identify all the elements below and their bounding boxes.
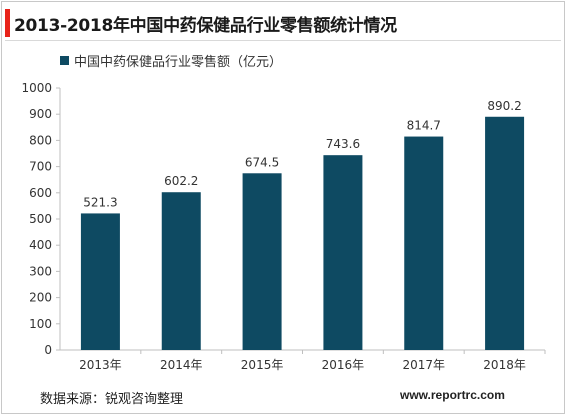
bar-value-label: 674.5 [245, 155, 279, 169]
source-note: 数据来源：锐观咨询整理 [40, 392, 184, 407]
y-tick-label: 1000 [21, 81, 52, 95]
y-tick-label: 0 [44, 343, 52, 357]
chart-title: 2013-2018年中国中药保健品行业零售额统计情况 [14, 16, 397, 36]
legend-label: 中国中药保健品行业零售额（亿元） [74, 55, 283, 70]
title-divider [5, 40, 561, 41]
x-tick-label: 2016年 [322, 358, 365, 372]
x-tick-label: 2017年 [402, 358, 445, 372]
title-accent-bar [5, 9, 10, 37]
bar [404, 136, 444, 350]
bar-value-label: 814.7 [407, 119, 441, 133]
bar-value-label: 743.6 [326, 137, 360, 151]
x-tick-label: 2015年 [241, 358, 284, 372]
y-tick-label: 600 [29, 186, 52, 200]
bar-value-label: 521.3 [83, 195, 117, 209]
y-tick-label: 100 [29, 317, 52, 331]
bar [80, 213, 120, 350]
bar [242, 173, 282, 350]
bar [323, 155, 363, 350]
bar-value-label: 602.2 [164, 174, 198, 188]
y-tick-label: 700 [29, 160, 52, 174]
y-tick-label: 300 [29, 264, 52, 278]
y-tick-label: 200 [29, 291, 52, 305]
y-tick-label: 900 [29, 107, 52, 121]
x-tick-label: 2013年 [79, 358, 122, 372]
y-tick-label: 800 [29, 133, 52, 147]
y-tick-label: 500 [29, 212, 52, 226]
x-tick-label: 2018年 [483, 358, 526, 372]
legend-swatch [60, 56, 69, 65]
y-tick-label: 400 [29, 238, 52, 252]
website-watermark: www.reportrc.com [400, 388, 505, 402]
bar [485, 116, 525, 350]
chart-legend: 中国中药保健品行业零售额（亿元） [60, 51, 282, 70]
bar-value-label: 890.2 [487, 99, 521, 113]
x-tick-label: 2014年 [160, 358, 203, 372]
bar [161, 192, 201, 350]
